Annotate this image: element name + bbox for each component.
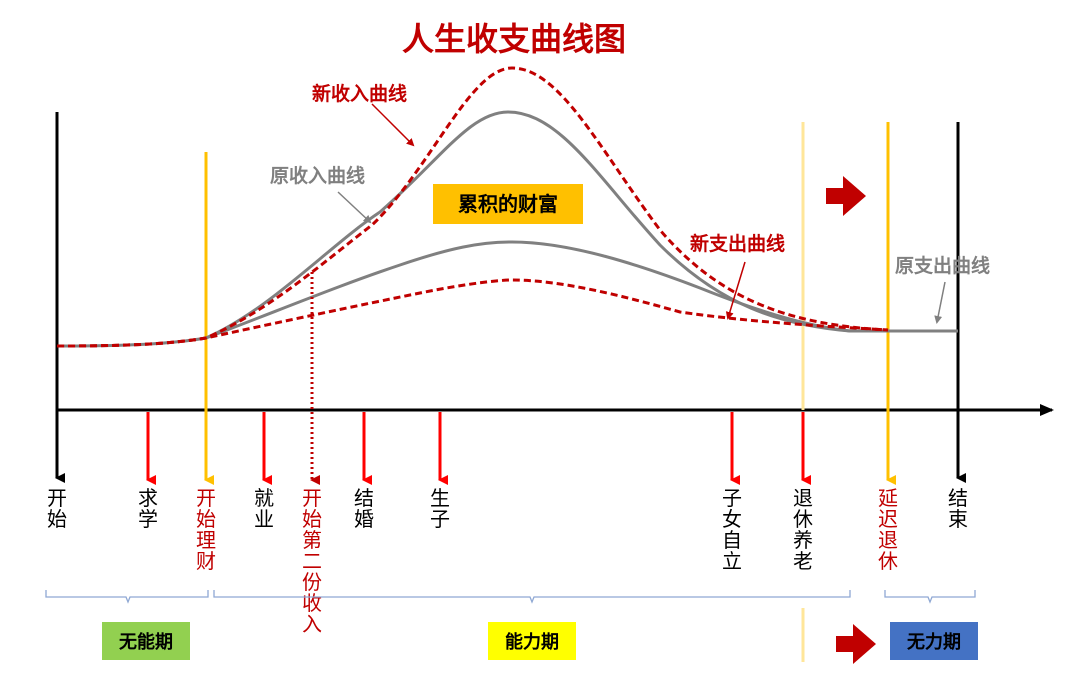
wealth-box: [433, 184, 583, 224]
incapable-period-box: [102, 622, 190, 660]
right-arrow-icon-bottom: [836, 624, 876, 664]
powerless-period-brace: [884, 590, 976, 604]
powerless-period-box: [890, 622, 978, 660]
milestone-label-marriage: 结婚: [354, 486, 374, 531]
original-expense-label: 原支出曲线: [895, 254, 990, 277]
milestone-label-child: 生子: [430, 486, 450, 531]
milestone-label-retirement: 退休养老: [793, 486, 813, 573]
milestone-label-study: 求学: [138, 486, 158, 531]
wealth-label: 累积的财富: [458, 192, 558, 216]
new-expense-leader: [725, 261, 746, 320]
milestone-label-second-income: 开始第二份收入: [302, 486, 322, 636]
milestone-label-end: 结束: [948, 486, 968, 531]
diagram-title: 人生收支曲线图: [402, 20, 626, 58]
incapable-period-label: 无能期: [119, 631, 173, 653]
powerless-period-label: 无力期: [907, 632, 961, 653]
incapable-period-brace: [45, 590, 209, 604]
new-expense-label: 新支出曲线: [690, 232, 785, 255]
milestone-label-employment: 就业: [254, 486, 274, 531]
right-arrow-icon: [826, 176, 866, 216]
capable-period-label: 能力期: [505, 631, 559, 653]
new-income-label: 新收入曲线: [312, 82, 407, 105]
milestone-arrows: [146, 412, 811, 485]
original-expense-curve: [205, 240, 851, 340]
milestone-label-children-independent: 子女自立: [722, 486, 742, 573]
milestone-label-start: 开始: [47, 486, 67, 531]
new-expense-curve: [56, 278, 889, 348]
original-income-curve: [56, 110, 958, 348]
milestone-label-start-finance: 开始理财: [196, 486, 216, 573]
new-income-leader: [371, 103, 415, 147]
milestone-label-delayed-retirement: 延迟退休: [878, 486, 898, 573]
original-income-leader: [337, 191, 372, 224]
capable-period-brace: [213, 590, 851, 604]
capable-period-box: [488, 622, 576, 660]
original-expense-leader: [934, 281, 946, 324]
original-income-label: 原收入曲线: [270, 164, 365, 187]
